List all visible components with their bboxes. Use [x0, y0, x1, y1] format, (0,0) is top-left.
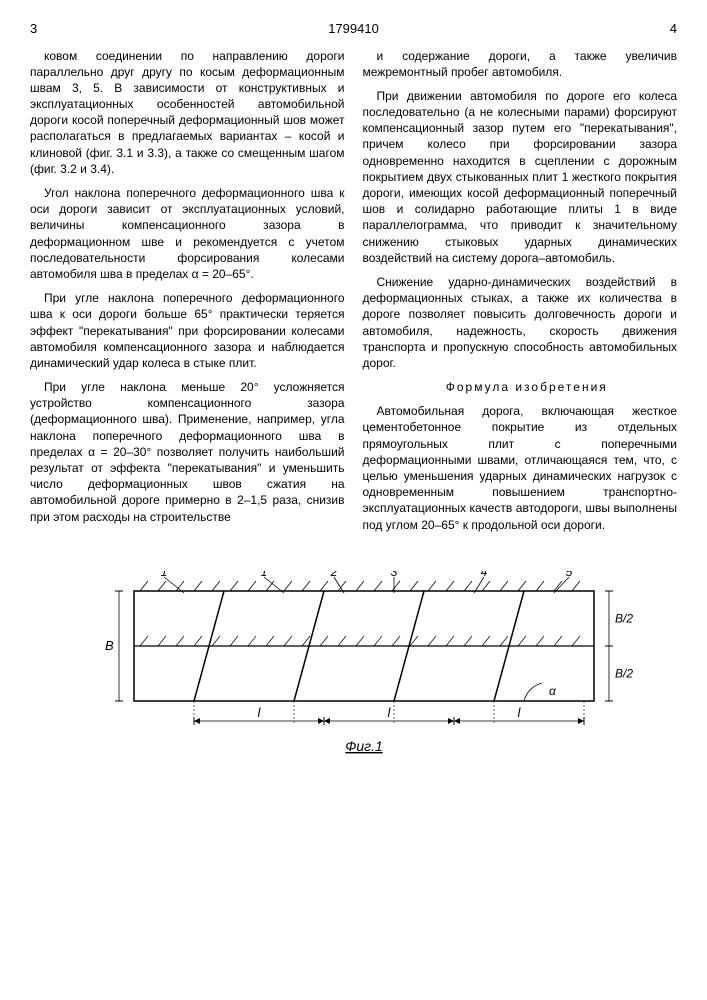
para: и содержание дороги, а также увеличив ме… — [363, 48, 678, 80]
figure-1: 1 1 2 3 4 5 α B B/2 B/2 l l l Фиг.1 — [30, 571, 677, 771]
left-column: ковом соединении по направлению дороги п… — [30, 48, 345, 541]
text-columns: ковом соединении по направлению дороги п… — [30, 48, 677, 541]
para: При угле наклона поперечного деформацион… — [30, 290, 345, 371]
svg-text:l: l — [387, 705, 391, 720]
svg-text:3: 3 — [390, 571, 397, 579]
page-num-left: 3 — [30, 20, 37, 38]
svg-text:l: l — [517, 705, 521, 720]
page-header: 3 1799410 4 — [30, 20, 677, 38]
patent-number: 1799410 — [328, 20, 379, 38]
para: При движении автомобиля по дороге его ко… — [363, 88, 678, 266]
para: Снижение ударно-динамических воздействий… — [363, 274, 678, 371]
para: Угол наклона поперечного деформационного… — [30, 185, 345, 282]
svg-text:B: B — [105, 638, 114, 653]
formula-title: Формула изобретения — [363, 379, 678, 395]
svg-text:l: l — [257, 705, 261, 720]
svg-text:2: 2 — [329, 571, 337, 579]
svg-text:5: 5 — [565, 571, 572, 579]
figure-svg: 1 1 2 3 4 5 α B B/2 B/2 l l l Фиг.1 — [74, 571, 634, 771]
svg-text:B/2: B/2 — [615, 666, 633, 680]
svg-text:4: 4 — [480, 571, 487, 579]
svg-text:Фиг.1: Фиг.1 — [345, 738, 383, 754]
svg-text:B/2: B/2 — [615, 611, 633, 625]
page-num-right: 4 — [670, 20, 677, 38]
right-column: и содержание дороги, а также увеличив ме… — [363, 48, 678, 541]
svg-text:1: 1 — [160, 571, 167, 579]
para: Автомобильная дорога, включающая жесткое… — [363, 403, 678, 533]
svg-text:1: 1 — [260, 571, 267, 579]
para: При угле наклона меньше 20° усложняется … — [30, 379, 345, 525]
para: ковом соединении по направлению дороги п… — [30, 48, 345, 178]
svg-text:α: α — [549, 684, 557, 698]
